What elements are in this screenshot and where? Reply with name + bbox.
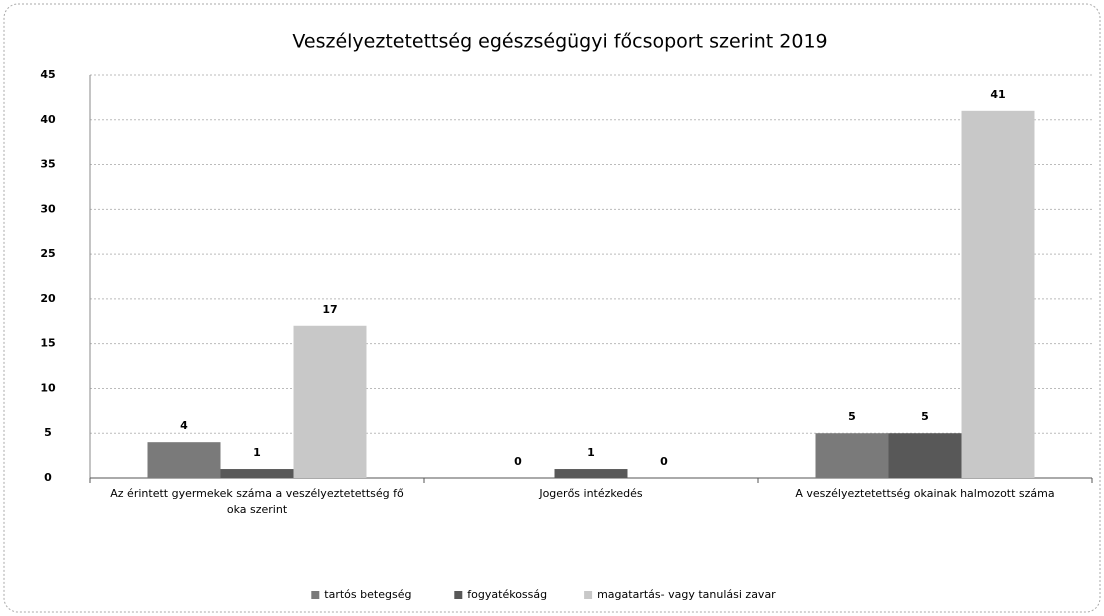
y-tick-label: 30 [40, 202, 56, 215]
data-label: 4 [180, 419, 188, 432]
data-label: 1 [253, 446, 261, 459]
y-tick-label: 40 [40, 113, 56, 126]
data-label: 5 [921, 410, 929, 423]
x-tick-label: Az érintett gyermekek száma a veszélyezt… [110, 487, 404, 516]
x-label-box: A veszélyeztetettség okainak halmozott s… [795, 487, 1055, 500]
x-label-box: Jogerős intézkedés [539, 487, 643, 500]
x-tick-label: Jogerős intézkedés [539, 487, 643, 500]
legend-swatch [454, 591, 463, 599]
data-label: 1 [587, 446, 595, 459]
legend-swatch [584, 591, 593, 599]
data-label: 41 [990, 88, 1005, 101]
y-tick-label: 45 [40, 68, 55, 81]
data-label: 0 [660, 455, 668, 468]
bar [815, 433, 889, 478]
x-tick-label: A veszélyeztetettség okainak halmozott s… [795, 487, 1055, 500]
data-label: 17 [322, 303, 337, 316]
legend-label: magatartás- vagy tanulási zavar [597, 588, 776, 601]
data-label: 0 [514, 455, 522, 468]
y-tick-label: 20 [40, 292, 56, 305]
chart-title: Veszélyeztetettség egészségügyi főcsopor… [292, 31, 827, 53]
bar [220, 469, 294, 478]
y-tick-label: 25 [40, 247, 55, 260]
y-tick-label: 35 [40, 158, 55, 171]
legend-label: fogyatékosság [467, 588, 547, 601]
y-tick-label: 10 [40, 381, 56, 394]
bar [888, 433, 962, 478]
y-tick-label: 0 [44, 471, 52, 484]
y-tick-label: 5 [44, 426, 52, 439]
legend-label: tartós betegség [324, 588, 411, 601]
bar [147, 442, 221, 478]
y-tick-label: 15 [40, 337, 55, 350]
legend-swatch [311, 591, 320, 599]
bar [293, 325, 367, 478]
bar [554, 469, 628, 478]
bar [961, 110, 1035, 479]
x-label-box: Az érintett gyermekek száma a veszélyezt… [110, 487, 404, 516]
data-label: 5 [848, 410, 856, 423]
